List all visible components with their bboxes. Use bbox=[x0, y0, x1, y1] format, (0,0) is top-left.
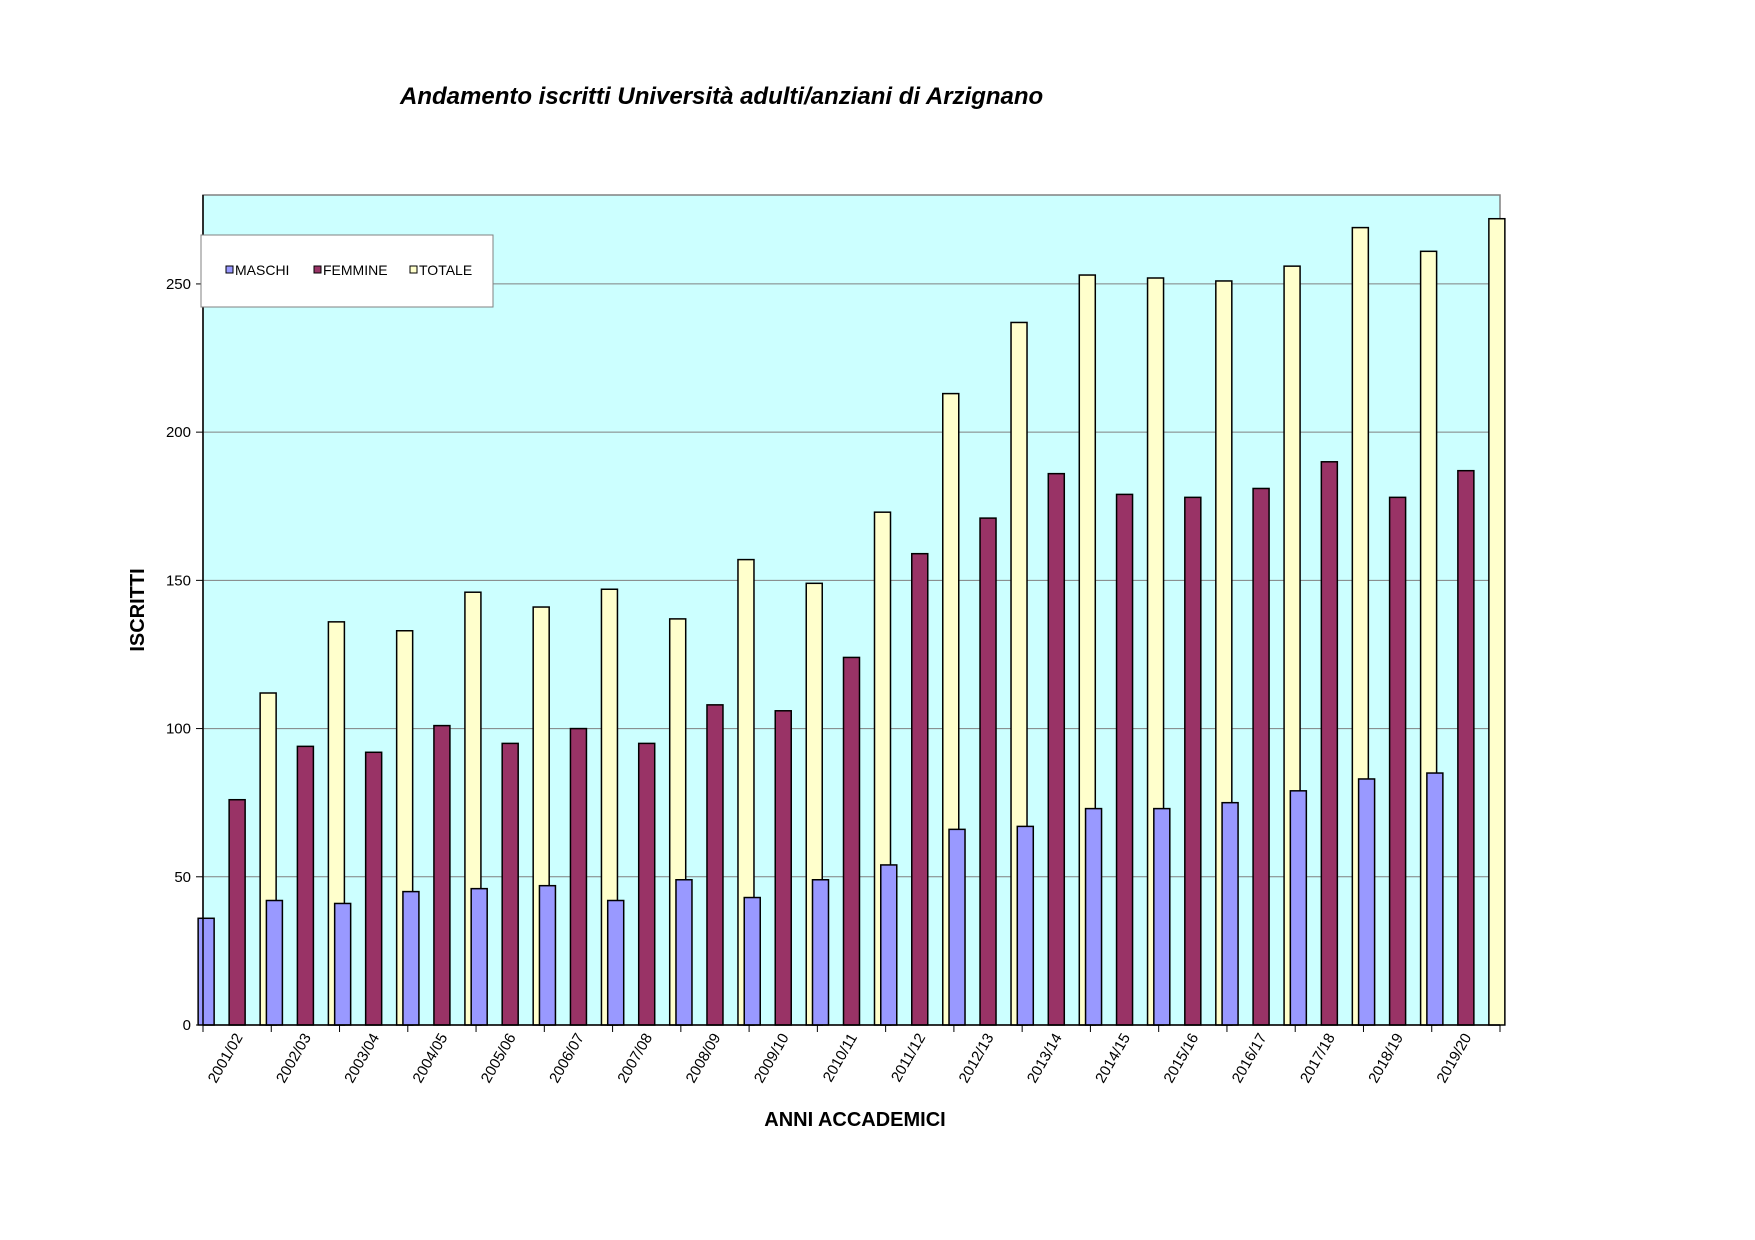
bar-maschi bbox=[743, 896, 761, 1026]
bar-maschi bbox=[265, 899, 284, 1026]
legend-box bbox=[200, 234, 494, 308]
bar-maschi bbox=[1426, 772, 1444, 1026]
bar-femmine bbox=[501, 742, 519, 1026]
x-tick-label: 2013/14 bbox=[1024, 1031, 1066, 1086]
x-tick-label: 2008/09 bbox=[683, 1031, 725, 1086]
y-tick-label: 150 bbox=[166, 572, 191, 589]
bar-maschi bbox=[1016, 825, 1035, 1026]
legend-swatch-totale bbox=[409, 265, 418, 274]
bar-maschi bbox=[470, 887, 488, 1026]
bar-femmine bbox=[842, 656, 861, 1026]
legend: MASCHI FEMMINE TOTALE bbox=[200, 234, 494, 308]
bar-femmine bbox=[569, 727, 588, 1026]
bar-femmine bbox=[911, 552, 929, 1026]
bar-maschi bbox=[1084, 807, 1103, 1026]
bar-femmine bbox=[1457, 469, 1475, 1026]
legend-swatch-maschi bbox=[225, 265, 234, 274]
y-tick-label: 0 bbox=[183, 1017, 191, 1034]
x-axis-title: ANNI ACCADEMICI bbox=[764, 1109, 945, 1131]
x-tick-label: 2015/16 bbox=[1160, 1031, 1202, 1086]
chart-title: Andamento iscritti Università adulti/anz… bbox=[399, 83, 1043, 110]
x-tick-label: 2018/19 bbox=[1365, 1031, 1407, 1086]
x-tick-label: 2014/15 bbox=[1092, 1031, 1134, 1086]
bar-maschi bbox=[1221, 801, 1239, 1026]
bar-femmine bbox=[228, 798, 246, 1026]
y-tick-label: 50 bbox=[174, 869, 191, 886]
bar-maschi bbox=[402, 890, 420, 1026]
bar-maschi bbox=[675, 879, 693, 1026]
bar-maschi bbox=[948, 828, 966, 1026]
bar-femmine bbox=[364, 751, 383, 1026]
x-tick-label: 2001/02 bbox=[205, 1031, 247, 1086]
x-tick-label: 2003/04 bbox=[341, 1031, 383, 1086]
bar-femmine bbox=[774, 710, 792, 1026]
x-tick-label: 2002/03 bbox=[273, 1031, 315, 1086]
bar-maschi bbox=[1289, 790, 1308, 1026]
x-tick-label: 2010/11 bbox=[820, 1031, 861, 1085]
bar-maschi bbox=[333, 902, 352, 1026]
x-tick-label: 2007/08 bbox=[614, 1031, 656, 1086]
x-tick-label: 2011/12 bbox=[888, 1031, 929, 1085]
bars bbox=[197, 217, 1506, 1026]
bar-femmine bbox=[979, 517, 997, 1026]
x-tick-label: 2019/20 bbox=[1433, 1031, 1475, 1086]
legend-label-totale: TOTALE bbox=[419, 262, 472, 278]
bar-femmine bbox=[1115, 493, 1134, 1026]
legend-label-maschi: MASCHI bbox=[235, 262, 289, 278]
bar-femmine bbox=[1252, 487, 1270, 1026]
y-axis-title: ISCRITTI bbox=[127, 568, 149, 651]
bar-femmine bbox=[433, 724, 451, 1026]
x-tick-label: 2016/17 bbox=[1229, 1031, 1271, 1086]
y-tick-label: 200 bbox=[166, 424, 191, 441]
bar-femmine bbox=[296, 745, 315, 1026]
bar-maschi bbox=[606, 899, 625, 1026]
bar-maschi bbox=[880, 864, 898, 1026]
bar-maschi bbox=[197, 917, 215, 1026]
bar-femmine bbox=[1047, 472, 1066, 1026]
bar-totale bbox=[1488, 217, 1506, 1026]
x-tick-label: 2012/13 bbox=[956, 1031, 998, 1086]
legend-label-femmine: FEMMINE bbox=[323, 262, 388, 278]
y-tick-label: 100 bbox=[166, 721, 191, 738]
x-tick-label: 2005/06 bbox=[478, 1031, 520, 1086]
x-tick-label: 2004/05 bbox=[410, 1031, 452, 1086]
bar-maschi bbox=[538, 884, 557, 1026]
bar-maschi bbox=[1153, 807, 1171, 1026]
bar-femmine bbox=[1320, 461, 1339, 1026]
bar-femmine bbox=[706, 704, 724, 1026]
y-tick-label: 250 bbox=[166, 276, 191, 293]
bar-femmine bbox=[637, 742, 656, 1026]
x-tick-label: 2006/07 bbox=[546, 1031, 588, 1086]
x-tick-label: 2009/10 bbox=[751, 1031, 793, 1086]
legend-swatch-femmine bbox=[313, 265, 322, 274]
bar-maschi bbox=[1357, 778, 1376, 1026]
bar-femmine bbox=[1388, 496, 1407, 1026]
bar-maschi bbox=[811, 879, 830, 1026]
x-tick-label: 2017/18 bbox=[1297, 1031, 1339, 1086]
bar-femmine bbox=[1184, 496, 1202, 1026]
